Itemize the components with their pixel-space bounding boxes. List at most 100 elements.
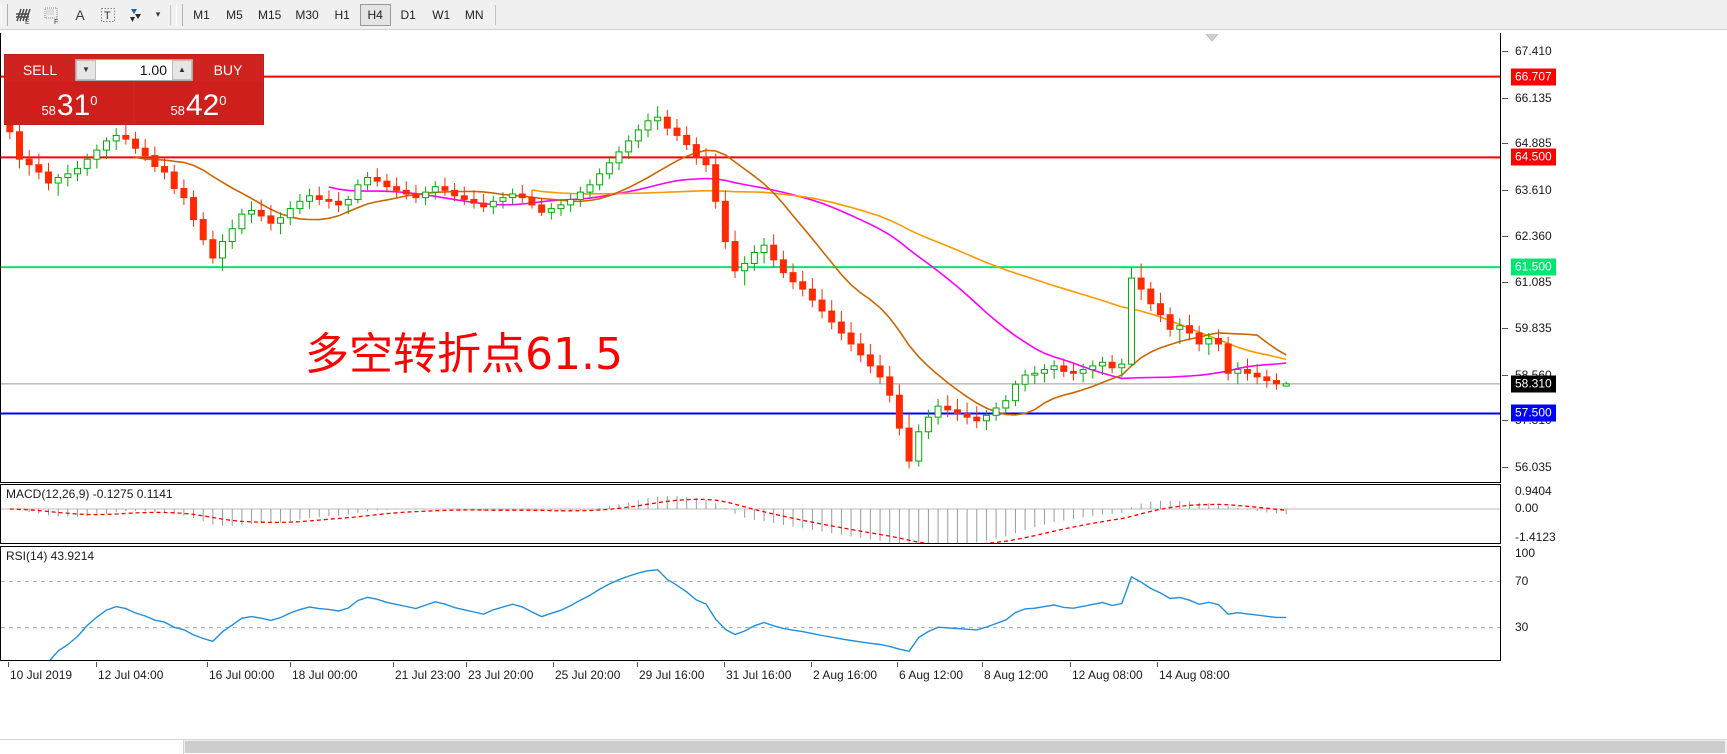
indicators-icon[interactable]: E <box>11 2 37 28</box>
macd-canvas <box>1 485 1501 544</box>
price-axis-label: 56.035 <box>1515 460 1552 474</box>
buy-price-display[interactable]: 58 42 0 <box>135 82 262 123</box>
sell-price-integer: 58 <box>41 104 56 121</box>
scrollbar-left-area <box>0 740 184 754</box>
time-axis-label: 23 Jul 20:00 <box>468 668 533 682</box>
scrollbar-thumb[interactable] <box>185 741 1725 753</box>
volume-stepper[interactable]: ▼ 1.00 ▲ <box>75 59 193 81</box>
macd-label: MACD(12,26,9) -0.1275 0.1141 <box>6 487 173 501</box>
buy-button[interactable]: BUY <box>196 59 260 81</box>
time-axis-tick <box>811 662 812 667</box>
sell-price-fraction: 0 <box>90 94 97 121</box>
time-axis-label: 31 Jul 16:00 <box>726 668 791 682</box>
timeframe-m5[interactable]: M5 <box>219 4 250 26</box>
svg-text:E: E <box>25 19 30 25</box>
resistance-1-badge[interactable]: 66.707 <box>1511 68 1556 85</box>
horizontal-scrollbar[interactable] <box>0 739 1727 753</box>
timeframe-d1[interactable]: D1 <box>393 4 424 26</box>
time-axis-label: 18 Jul 00:00 <box>292 668 357 682</box>
buy-price-main: 42 <box>186 91 219 121</box>
buy-price-fraction: 0 <box>219 94 226 121</box>
price-axis-tick <box>1502 236 1508 237</box>
timeframe-m1[interactable]: M1 <box>186 4 217 26</box>
time-axis-tick <box>897 662 898 667</box>
time-axis-label: 16 Jul 00:00 <box>209 668 274 682</box>
time-axis-label: 6 Aug 12:00 <box>899 668 963 682</box>
text-tool-icon[interactable]: A <box>67 2 93 28</box>
volume-input[interactable]: 1.00 <box>96 62 172 78</box>
price-axis-tick <box>1502 420 1508 421</box>
price-axis-label: 66.135 <box>1515 91 1552 105</box>
pivot-badge[interactable]: 61.500 <box>1511 259 1556 276</box>
timeframe-h1[interactable]: H1 <box>327 4 358 26</box>
trade-panel-top-row: SELL ▼ 1.00 ▲ BUY <box>5 55 263 82</box>
macd-axis-label: -1.4123 <box>1515 530 1556 544</box>
rsi-canvas <box>1 547 1501 661</box>
sell-price-main: 31 <box>57 91 90 121</box>
time-axis-tick <box>290 662 291 667</box>
macd-axis-label: 0.00 <box>1515 501 1538 515</box>
volume-decrease-icon[interactable]: ▼ <box>76 60 96 80</box>
time-axis-tick <box>982 662 983 667</box>
price-axis-tick <box>1502 467 1508 468</box>
templates-icon[interactable]: F <box>39 2 65 28</box>
price-axis-label: 61.085 <box>1515 275 1552 289</box>
time-axis-label: 10 Jul 2019 <box>10 668 72 682</box>
price-axis-tick <box>1502 328 1508 329</box>
toolbar-grip[interactable] <box>1 4 8 26</box>
time-axis-tick <box>1157 662 1158 667</box>
price-axis-tick <box>1502 375 1508 376</box>
time-axis-label: 21 Jul 23:00 <box>395 668 460 682</box>
time-axis-label: 8 Aug 12:00 <box>984 668 1048 682</box>
sell-price-display[interactable]: 58 31 0 <box>6 82 133 123</box>
price-axis-label: 59.835 <box>1515 321 1552 335</box>
support-badge[interactable]: 57.500 <box>1511 405 1556 422</box>
toolbar-separator <box>170 5 171 25</box>
resistance-2-badge[interactable]: 64.500 <box>1511 149 1556 166</box>
timeframe-h4[interactable]: H4 <box>360 4 391 26</box>
trade-panel-prices: 58 31 0 58 42 0 <box>5 82 263 124</box>
svg-text:T: T <box>104 10 111 22</box>
objects-icon[interactable] <box>123 2 149 28</box>
rsi-pane[interactable]: RSI(14) 43.9214 <box>0 546 1501 661</box>
time-axis-label: 12 Aug 08:00 <box>1072 668 1143 682</box>
price-axis-tick <box>1502 51 1508 52</box>
one-click-trading-panel[interactable]: SELL ▼ 1.00 ▲ BUY 58 31 0 58 42 0 <box>4 54 264 125</box>
time-axis-tick <box>553 662 554 667</box>
time-axis-tick <box>637 662 638 667</box>
price-axis-tick <box>1502 190 1508 191</box>
time-axis-tick <box>1070 662 1071 667</box>
volume-increase-icon[interactable]: ▲ <box>172 60 192 80</box>
price-axis-tick <box>1502 282 1508 283</box>
sell-button[interactable]: SELL <box>8 59 72 81</box>
time-axis-label: 14 Aug 08:00 <box>1159 668 1230 682</box>
timeframe-grip[interactable] <box>176 4 183 26</box>
rsi-axis-label: 100 <box>1515 546 1535 560</box>
buy-price-integer: 58 <box>170 104 185 121</box>
time-axis-label: 29 Jul 16:00 <box>639 668 704 682</box>
current-price-badge[interactable]: 58.310 <box>1511 375 1556 392</box>
price-axis-label: 63.610 <box>1515 183 1552 197</box>
time-axis-tick <box>8 662 9 667</box>
timeframe-m15[interactable]: M15 <box>252 4 287 26</box>
price-axis-label: 62.360 <box>1515 229 1552 243</box>
chart-collapse-caret-icon[interactable] <box>1205 33 1219 42</box>
timeframe-m30[interactable]: M30 <box>289 4 324 26</box>
chart-annotation-text[interactable]: 多空转折点61.5 <box>305 318 623 382</box>
timeframe-w1[interactable]: W1 <box>426 4 457 26</box>
time-axis[interactable]: 10 Jul 2019 12 Jul 04:00 16 Jul 00:00 18 Ju… <box>0 662 1727 692</box>
text-label-icon[interactable]: T <box>95 2 121 28</box>
time-axis-label: 12 Jul 04:00 <box>98 668 163 682</box>
timeframe-mn[interactable]: MN <box>459 4 490 26</box>
macd-axis-label: 0.9404 <box>1515 484 1552 498</box>
macd-axis: 0.9404 0.00 -1.4123 <box>1501 484 1727 544</box>
price-axis-tick <box>1502 98 1508 99</box>
time-axis-tick <box>724 662 725 667</box>
time-axis-tick <box>393 662 394 667</box>
macd-pane[interactable]: MACD(12,26,9) -0.1275 0.1141 <box>0 484 1501 544</box>
chevron-down-icon[interactable]: ▾ <box>151 2 165 28</box>
rsi-label: RSI(14) 43.9214 <box>6 549 94 563</box>
time-axis-tick <box>466 662 467 667</box>
